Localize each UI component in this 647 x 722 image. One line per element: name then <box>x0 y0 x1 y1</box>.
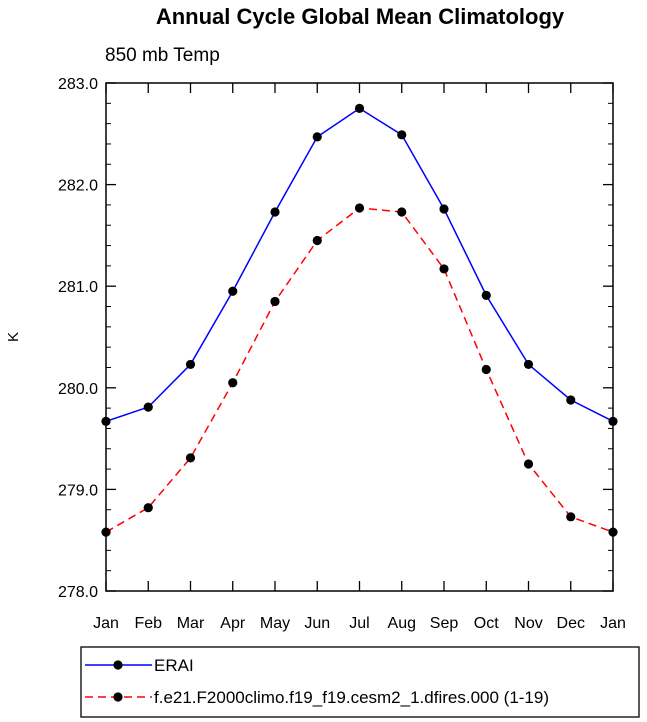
data-point <box>523 359 534 370</box>
data-point <box>354 103 365 113</box>
x-tick-label: Mar <box>177 615 205 632</box>
x-tick-label: Aug <box>388 615 416 632</box>
data-point <box>101 416 111 426</box>
x-tick-label: Oct <box>474 615 499 632</box>
y-axis-label: K <box>5 332 22 342</box>
x-tick-label: May <box>260 615 290 632</box>
data-series <box>101 103 618 537</box>
legend-box <box>80 646 640 718</box>
data-point <box>101 527 111 537</box>
data-point <box>481 290 491 300</box>
plot-frame <box>105 82 614 592</box>
chart-subtitle: 850 mb Temp <box>105 45 220 66</box>
y-tick-label: 278.0 <box>58 584 98 601</box>
data-point <box>439 264 449 274</box>
data-point <box>185 453 196 463</box>
y-tick-labels: 278.0 279.0 280.0 281.0 282.0 283.0 <box>58 76 98 601</box>
data-point <box>143 402 153 412</box>
y-tick-label: 281.0 <box>58 279 98 296</box>
data-point <box>566 395 576 405</box>
x-tick-label: Jul <box>349 615 369 632</box>
data-point <box>270 207 280 217</box>
data-point <box>439 204 449 214</box>
y-tick-label: 280.0 <box>58 381 98 398</box>
x-tick-label: Sep <box>430 615 459 632</box>
data-point <box>566 512 576 522</box>
x-tick-labels: Jan Feb Mar Apr May Jun Jul Aug Sep Oct Nov Dec Jan <box>93 615 626 632</box>
chart-title: Annual Cycle Global Mean Climatology <box>156 4 565 29</box>
x-tick-label: Nov <box>514 615 542 632</box>
x-tick-label: Jan <box>93 615 119 632</box>
data-point <box>397 130 407 140</box>
x-tick-label: Jun <box>304 615 330 632</box>
data-point <box>185 359 196 370</box>
legend-marker-2 <box>113 692 123 702</box>
data-point <box>481 364 491 375</box>
x-tick-label: Dec <box>557 615 585 632</box>
data-point <box>228 378 238 388</box>
legend-label-1: ERAI <box>154 656 194 675</box>
x-tick-label: Jan <box>600 615 626 632</box>
data-point <box>608 527 618 537</box>
data-point <box>397 207 407 217</box>
series-line-2 <box>105 207 614 533</box>
data-point <box>270 296 280 307</box>
axis-ticks <box>105 82 614 592</box>
data-point <box>143 503 153 513</box>
data-point <box>228 286 238 296</box>
x-tick-label: Feb <box>134 615 162 632</box>
y-tick-label: 282.0 <box>58 178 98 195</box>
data-point <box>312 235 322 246</box>
data-point <box>523 459 534 469</box>
y-tick-label: 279.0 <box>58 482 98 499</box>
series-line-1 <box>105 107 614 423</box>
legend: ERAI f.e21.F2000climo.f19_f19.cesm2_1.dfi… <box>80 646 640 718</box>
data-point <box>608 416 618 426</box>
data-point <box>354 203 365 213</box>
y-tick-label: 283.0 <box>58 76 98 93</box>
data-point <box>312 132 322 142</box>
legend-label-2: f.e21.F2000climo.f19_f19.cesm2_1.dfires.… <box>154 688 549 707</box>
x-tick-label: Apr <box>220 615 246 632</box>
legend-marker-1 <box>113 660 123 670</box>
